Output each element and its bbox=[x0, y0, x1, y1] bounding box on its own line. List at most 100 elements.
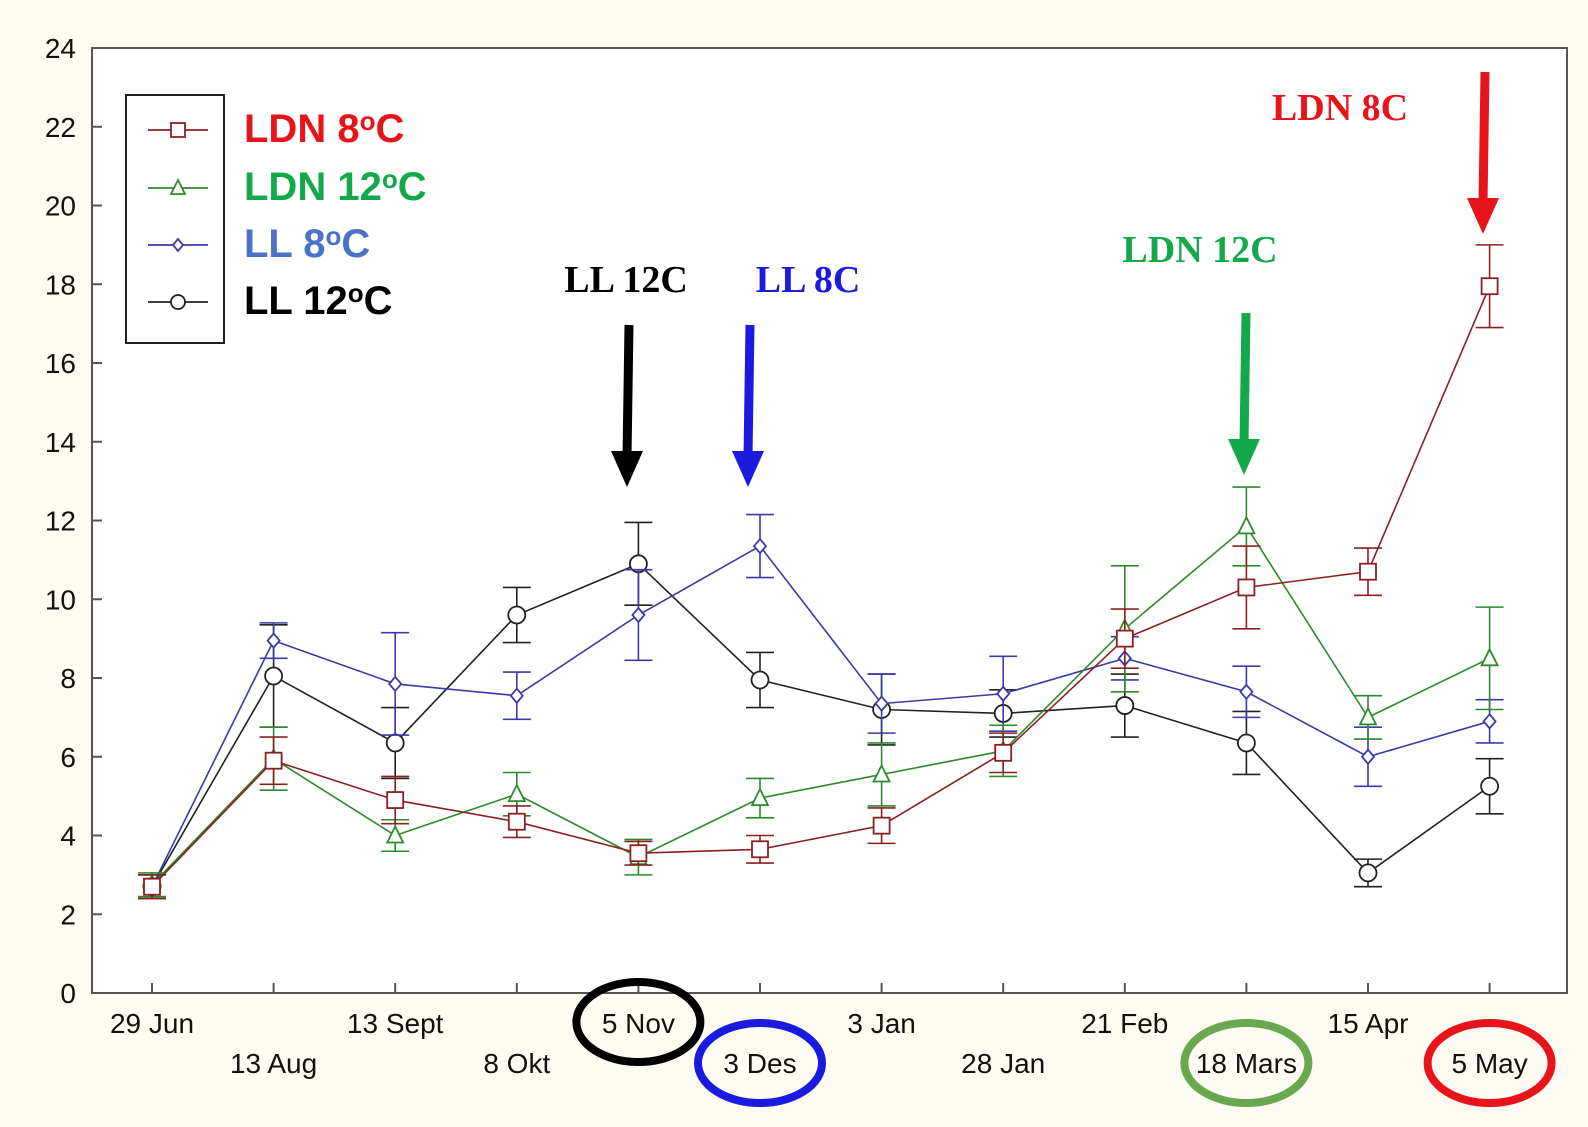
x-tick-label: 13 Sept bbox=[347, 1008, 444, 1039]
y-tick-label: 12 bbox=[45, 506, 76, 537]
legend-label-degree: o bbox=[360, 106, 376, 136]
legend-label-unit: C bbox=[398, 165, 427, 209]
category-highlight-circle bbox=[572, 978, 705, 1066]
data-point bbox=[509, 687, 524, 705]
annotation-label: LDN 12C bbox=[1122, 229, 1277, 271]
data-point bbox=[1358, 863, 1378, 883]
series-layer bbox=[138, 244, 1504, 900]
data-point bbox=[1237, 733, 1256, 753]
y-tick-label: 4 bbox=[60, 821, 76, 852]
x-tick-label: 21 Feb bbox=[1081, 1008, 1168, 1039]
legend-label-main: LL 12 bbox=[244, 279, 348, 323]
legend-marker bbox=[170, 294, 186, 310]
annotation-arrow-shaft bbox=[1239, 312, 1251, 446]
series-line bbox=[151, 545, 1490, 888]
legend-marker bbox=[169, 177, 187, 195]
legend-marker bbox=[171, 237, 185, 253]
x-axis: 29 Jun 13 Aug 13 Sept 8 Okt 5 Nov 3 Des 3 Jan 2… bbox=[110, 983, 1528, 1079]
x-tick-label: 3 Des bbox=[723, 1048, 796, 1079]
data-point bbox=[1480, 277, 1499, 296]
x-tick-label: 5 Nov bbox=[602, 1008, 675, 1039]
data-point bbox=[1358, 706, 1378, 726]
category-highlight-circle bbox=[1423, 1019, 1556, 1107]
y-tick-label: 8 bbox=[60, 663, 76, 694]
annotation-arrow-shaft bbox=[622, 324, 634, 458]
data-point bbox=[385, 824, 405, 844]
data-point bbox=[1480, 776, 1499, 796]
annotation-arrow-head bbox=[1467, 198, 1499, 234]
x-tick-label: 18 Mars bbox=[1196, 1048, 1297, 1079]
data-point bbox=[385, 733, 405, 753]
legend-label-unit: C bbox=[341, 222, 370, 266]
category-highlight-circle bbox=[694, 1019, 826, 1107]
data-point bbox=[631, 606, 646, 624]
data-point bbox=[266, 632, 281, 649]
category-highlight-circle bbox=[1180, 1019, 1313, 1107]
legend-label-main: LDN 12 bbox=[244, 165, 382, 209]
y-tick-label: 16 bbox=[45, 348, 76, 379]
annotation-arrow-shaft bbox=[1478, 71, 1490, 205]
x-tick-label: 8 Okt bbox=[483, 1048, 550, 1079]
data-point bbox=[629, 844, 648, 863]
data-point bbox=[752, 537, 768, 555]
legend-label: LDN 12oC bbox=[244, 164, 427, 209]
legend-label-main: LL 8 bbox=[244, 222, 326, 266]
data-point bbox=[507, 605, 527, 625]
annotation-arrow-head bbox=[1228, 439, 1260, 475]
data-point bbox=[874, 695, 889, 712]
series-line bbox=[151, 285, 1491, 888]
data-point bbox=[143, 877, 161, 896]
legend-label-unit: C bbox=[364, 279, 393, 323]
y-tick-label: 20 bbox=[45, 191, 76, 222]
y-tick-label: 14 bbox=[45, 427, 76, 458]
data-point bbox=[1482, 712, 1497, 730]
annotation-label: LL 12C bbox=[564, 259, 688, 301]
data-point bbox=[1115, 629, 1134, 648]
data-point bbox=[386, 791, 405, 809]
legend-label-main: LDN 8 bbox=[244, 107, 360, 151]
data-point bbox=[1237, 578, 1256, 597]
data-point bbox=[750, 787, 770, 806]
data-point bbox=[388, 675, 403, 693]
data-point bbox=[994, 743, 1013, 762]
x-tick-label: 28 Jan bbox=[961, 1048, 1045, 1079]
legend-label: LL 12oC bbox=[244, 278, 393, 323]
data-point bbox=[872, 763, 892, 783]
data-point bbox=[264, 666, 284, 686]
data-point bbox=[507, 783, 527, 803]
x-tick-label: 29 Jun bbox=[110, 1008, 194, 1039]
series-line bbox=[151, 562, 1491, 888]
data-point bbox=[507, 812, 526, 831]
legend-label-unit: C bbox=[375, 107, 404, 151]
x-tick-label: 5 May bbox=[1451, 1048, 1527, 1079]
data-point bbox=[751, 840, 769, 859]
y-tick-label: 18 bbox=[45, 269, 76, 300]
annotation-label: LL 8C bbox=[756, 259, 861, 301]
series-line bbox=[151, 525, 1490, 886]
data-point bbox=[1359, 562, 1377, 581]
annotation-arrow-head bbox=[611, 451, 643, 487]
legend-label-degree: o bbox=[326, 221, 342, 251]
y-tick-label: 0 bbox=[60, 978, 76, 1009]
data-point bbox=[264, 751, 283, 770]
y-tick-label: 22 bbox=[45, 112, 76, 143]
annotation-layer: LL 12C LL 8C LDN 12C LDN 8C bbox=[564, 71, 1556, 1107]
legend-label-degree: o bbox=[382, 164, 398, 194]
data-point bbox=[1480, 647, 1500, 667]
data-point bbox=[1360, 748, 1376, 766]
data-point bbox=[750, 670, 770, 690]
y-tick-label: 2 bbox=[60, 899, 76, 930]
y-tick-label: 10 bbox=[45, 584, 76, 615]
annotation-arrow-shaft bbox=[743, 324, 755, 458]
y-tick-label: 6 bbox=[60, 742, 76, 773]
legend-label-degree: o bbox=[348, 278, 364, 308]
x-tick-label: 13 Aug bbox=[230, 1048, 317, 1079]
legend-marker bbox=[170, 122, 186, 138]
legend-label: LL 8oC bbox=[244, 221, 370, 266]
annotation-label: LDN 8C bbox=[1272, 87, 1408, 129]
data-point bbox=[1115, 696, 1135, 715]
data-point bbox=[872, 816, 891, 835]
